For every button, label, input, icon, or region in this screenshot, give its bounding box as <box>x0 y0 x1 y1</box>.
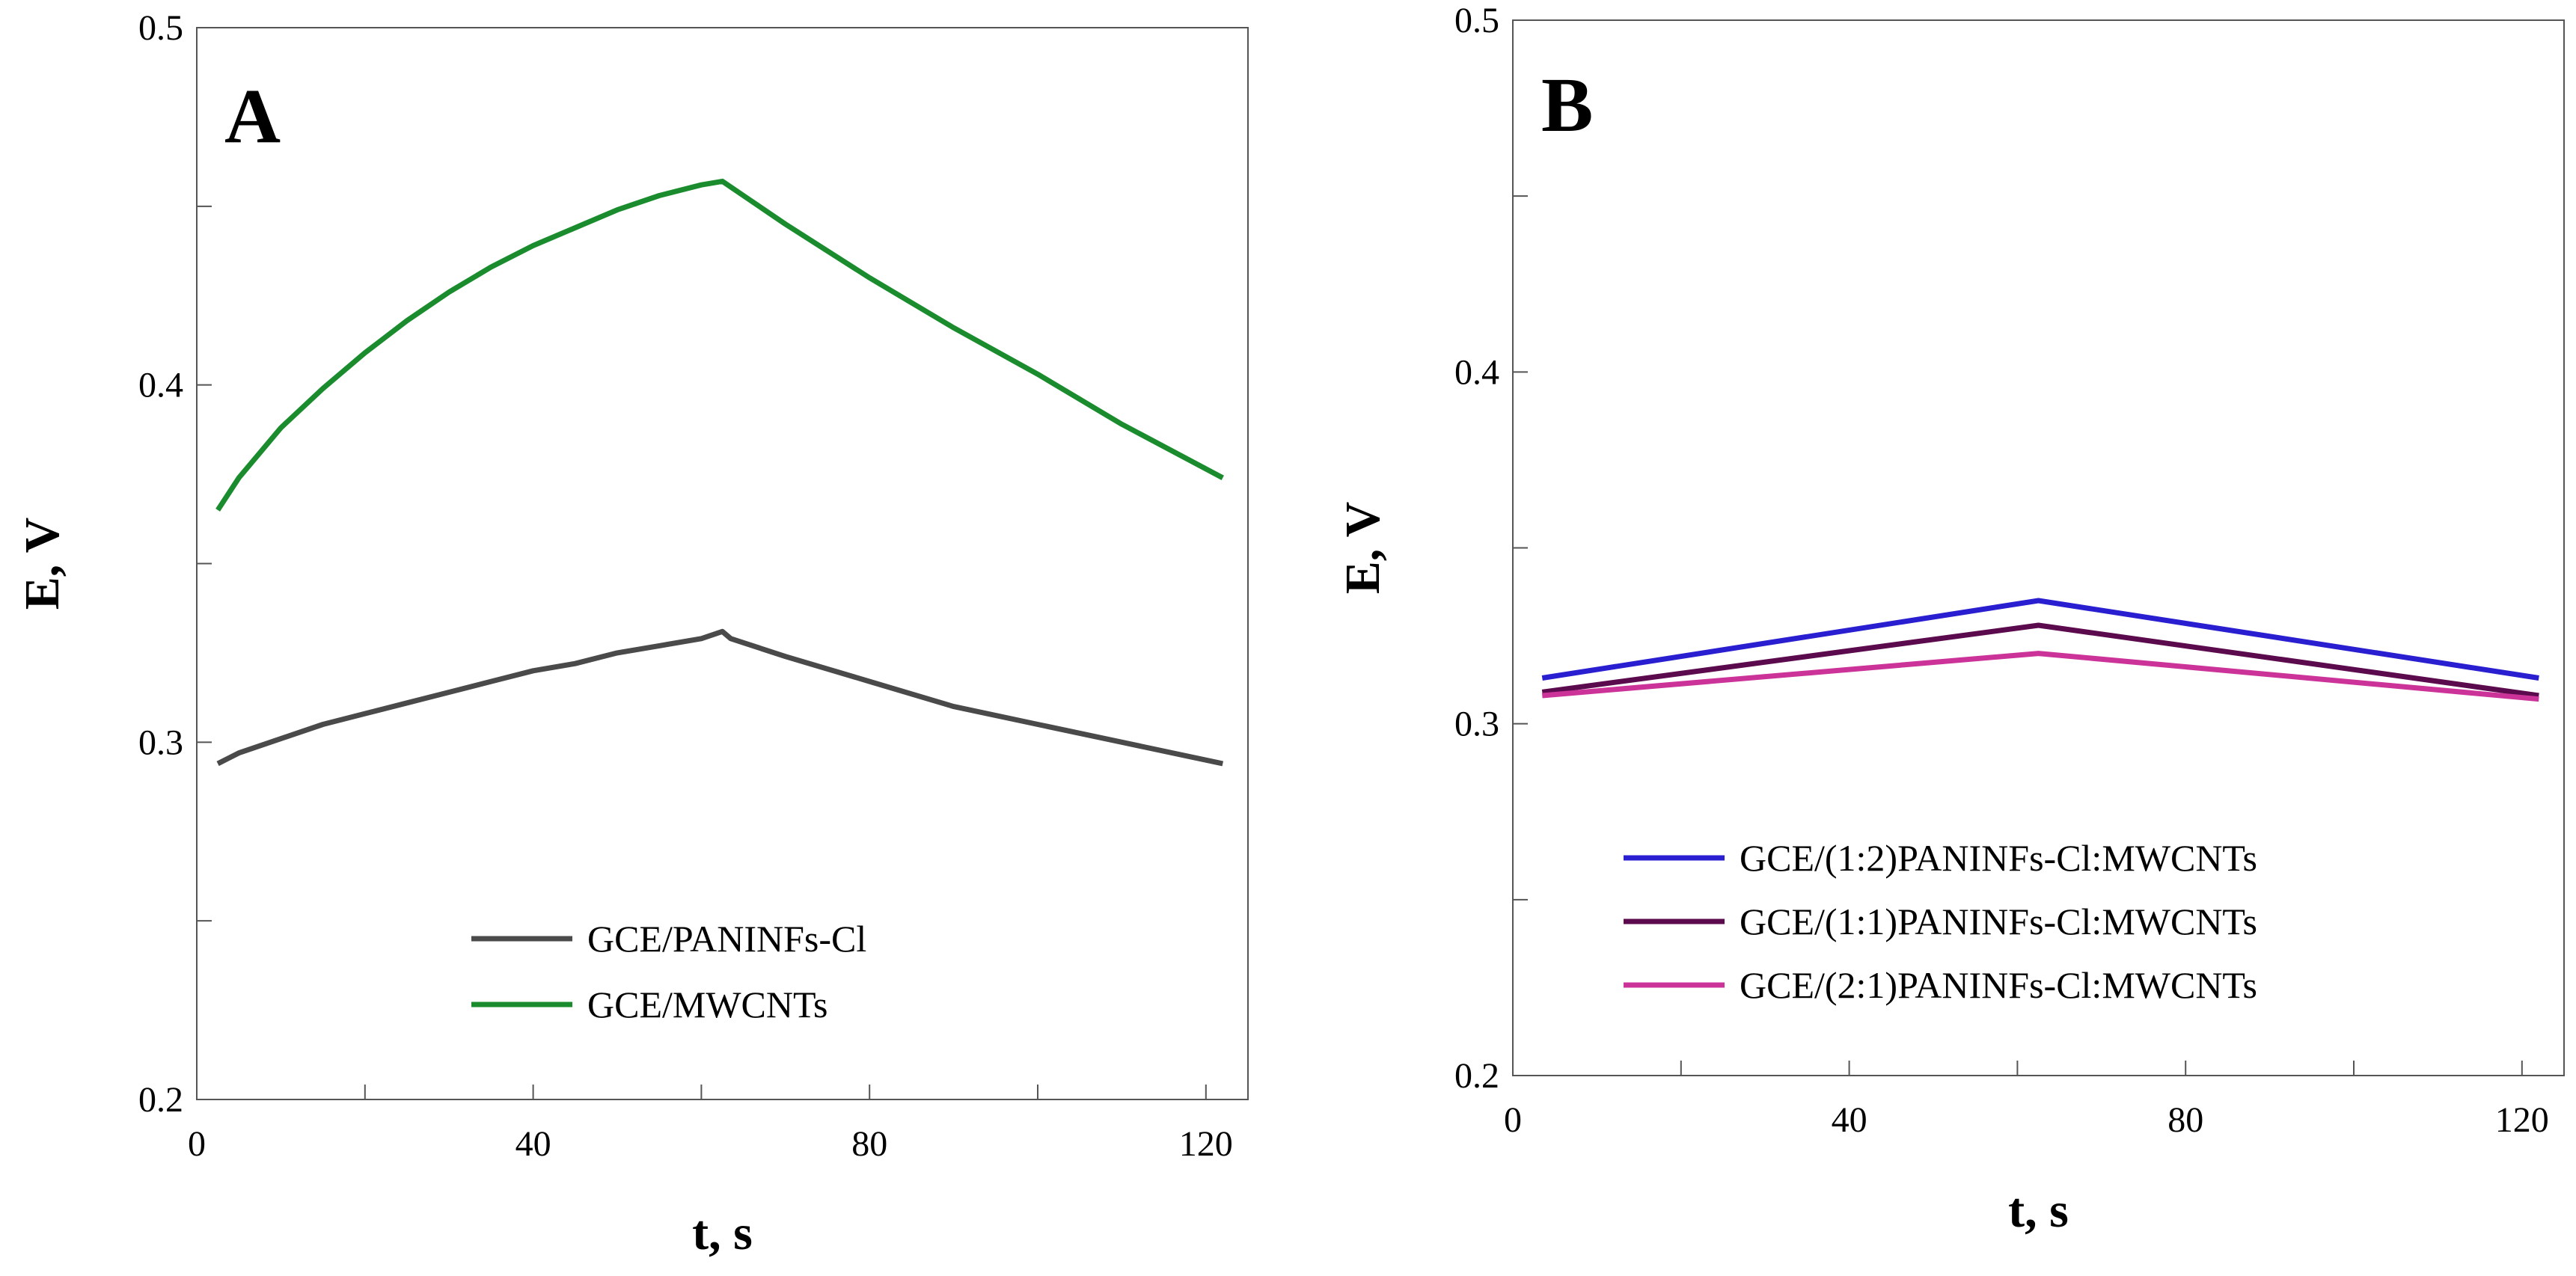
y-tick-label: 0.5 <box>138 8 183 48</box>
y-tick-label: 0.4 <box>138 366 183 405</box>
x-tick-label: 120 <box>1179 1124 1233 1164</box>
legend-label: GCE/(2:1)PANINFs-Cl:MWCNTs <box>1740 964 2257 1006</box>
series-line-2 <box>1541 622 2539 699</box>
x-tick-label: 40 <box>1832 1100 1867 1140</box>
legend: GCE/(1:2)PANINFs-Cl:MWCNTs GCE/(1:1)PANIN… <box>1624 837 2257 1006</box>
panel-a: 0.2 0.3 0.4 0.5 0 40 80 120 t, s E, V A GCE/PANINFs… <box>15 8 1249 1260</box>
x-tick-label: 80 <box>851 1124 887 1164</box>
y-tick-label: 0.5 <box>1454 1 1499 40</box>
series-line-1 <box>216 628 1224 767</box>
x-tick-label: 0 <box>188 1124 206 1164</box>
y-tick-label: 0.4 <box>1454 352 1499 392</box>
series-line-1 <box>1541 598 2539 681</box>
x-tick-label: 120 <box>2495 1100 2549 1140</box>
panel-letter: B <box>1541 62 1593 148</box>
panel-b: 0.2 0.3 0.4 0.5 0 40 80 120 t, s E, V B GCE/(1:2)PA… <box>1336 1 2565 1238</box>
panel-letter: A <box>224 73 281 159</box>
x-axis-title: t, s <box>2008 1183 2069 1238</box>
series-line-3 <box>1542 651 2539 702</box>
legend-label: GCE/PANINFs-Cl <box>587 918 866 960</box>
legend-label: GCE/(1:1)PANINFs-Cl:MWCNTs <box>1740 901 2257 942</box>
y-tick-label: 0.2 <box>1454 1056 1499 1096</box>
y-axis-title: E, V <box>15 518 70 610</box>
x-axis-title: t, s <box>692 1206 753 1260</box>
x-tick-label: 0 <box>1504 1100 1522 1140</box>
y-tick-label: 0.3 <box>1454 705 1499 744</box>
legend-label: GCE/(1:2)PANINFs-Cl:MWCNTs <box>1740 837 2257 879</box>
y-axis-title: E, V <box>1336 502 1390 595</box>
y-tick-label: 0.3 <box>138 723 183 762</box>
x-tick-label: 40 <box>515 1124 551 1164</box>
x-tick-label: 80 <box>2167 1100 2203 1140</box>
y-tick-label: 0.2 <box>138 1080 183 1120</box>
series-line-2 <box>215 178 1224 512</box>
legend: GCE/PANINFs-Cl GCE/MWCNTs <box>471 918 866 1025</box>
legend-label: GCE/MWCNTs <box>587 984 828 1025</box>
